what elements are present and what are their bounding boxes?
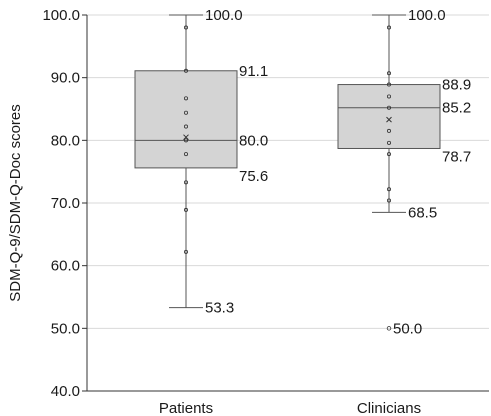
value-annotation: 100.0 — [408, 7, 446, 24]
x-category-label: Clinicians — [357, 400, 421, 416]
data-point — [183, 25, 188, 30]
y-tick-label: 40.0 — [51, 383, 80, 400]
data-point — [183, 110, 188, 115]
box-plot-series — [134, 14, 441, 331]
data-point — [183, 68, 188, 73]
value-annotation: 91.1 — [239, 63, 268, 80]
y-axis-title: SDM-Q-9/SDM-Q-Doc scores — [7, 104, 24, 302]
value-annotation: 53.3 — [205, 300, 234, 317]
data-point — [183, 138, 188, 143]
labels: Patients 100.0 91.1 80.0 75.6 53.3 Clinicians 1… — [159, 7, 471, 416]
data-point — [386, 82, 391, 87]
value-annotation: 100.0 — [205, 7, 243, 24]
data-point — [386, 128, 391, 133]
mean-marker — [386, 116, 392, 123]
data-point — [183, 180, 188, 185]
axes: 40.0 50.0 60.0 70.0 80.0 90.0 100.0 — [42, 7, 489, 400]
value-annotation: 85.2 — [442, 100, 471, 117]
data-point — [386, 152, 391, 157]
box-group-clinicians — [337, 14, 441, 331]
value-annotation: 78.7 — [442, 148, 471, 165]
iqr-box — [337, 84, 441, 149]
data-point — [386, 140, 391, 145]
y-tick-label: 100.0 — [42, 7, 80, 24]
value-annotation: 75.6 — [239, 168, 268, 185]
value-annotation: 68.5 — [408, 204, 437, 221]
value-annotation: 80.0 — [239, 132, 268, 149]
y-tick-label: 90.0 — [51, 70, 80, 87]
y-tick-label: 50.0 — [51, 320, 80, 337]
data-point — [386, 25, 391, 30]
y-tick-label: 60.0 — [51, 258, 80, 275]
data-point — [386, 71, 391, 76]
data-point — [183, 207, 188, 212]
data-point — [386, 187, 391, 192]
data-point — [386, 105, 391, 110]
value-annotation: 88.9 — [442, 77, 471, 94]
data-point — [183, 96, 188, 101]
value-annotation: 50.0 — [393, 320, 422, 337]
outlier-point — [386, 326, 392, 331]
x-category-label: Patients — [159, 400, 213, 416]
data-point — [183, 152, 188, 157]
y-tick-label: 70.0 — [51, 195, 80, 212]
iqr-box — [134, 70, 238, 169]
data-point — [386, 198, 391, 203]
y-tick-label: 80.0 — [51, 132, 80, 149]
data-point — [386, 94, 391, 99]
mean-marker — [183, 134, 189, 141]
box-group-patients — [134, 14, 238, 309]
data-point — [183, 124, 188, 129]
data-point — [183, 249, 188, 254]
